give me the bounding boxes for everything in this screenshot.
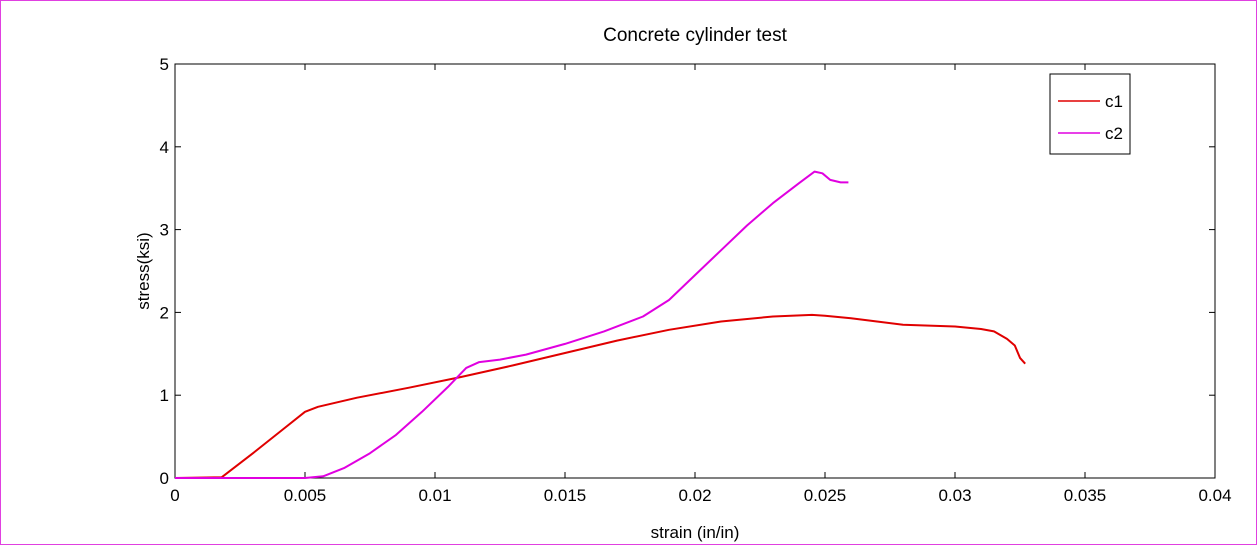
y-tick-label: 3 bbox=[160, 221, 169, 240]
axis-ticks: 0 0.005 0.01 0.015 0.02 0.025 0.03 0.035 0.04 0 1 2… bbox=[160, 55, 1232, 505]
y-tick-label: 4 bbox=[160, 138, 169, 157]
x-tick-label: 0.005 bbox=[284, 486, 327, 505]
x-tick-label: 0 bbox=[170, 486, 179, 505]
legend-label-c2: c2 bbox=[1105, 124, 1123, 143]
x-tick-label: 0.03 bbox=[938, 486, 971, 505]
x-axis-label: strain (in/in) bbox=[651, 523, 740, 542]
y-tick-label: 0 bbox=[160, 469, 169, 488]
series-line-c2 bbox=[175, 170, 849, 479]
chart-title: Concrete cylinder test bbox=[603, 25, 787, 46]
y-tick-label: 1 bbox=[160, 386, 169, 405]
series-line-c1 bbox=[174, 313, 1026, 479]
y-axis-label: stress(ksi) bbox=[134, 232, 153, 309]
y-tick-label: 2 bbox=[160, 303, 169, 322]
x-tick-label: 0.015 bbox=[544, 486, 587, 505]
legend-box bbox=[1049, 73, 1131, 155]
series-layer bbox=[174, 170, 1026, 479]
x-tick-label: 0.035 bbox=[1064, 486, 1107, 505]
x-tick-label: 0.025 bbox=[804, 486, 847, 505]
x-tick-label: 0.01 bbox=[418, 486, 451, 505]
x-tick-label: 0.04 bbox=[1198, 486, 1231, 505]
x-tick-label: 0.02 bbox=[678, 486, 711, 505]
legend-label-c1: c1 bbox=[1105, 92, 1123, 111]
legend: c1 c2 bbox=[1049, 73, 1131, 155]
y-tick-label: 5 bbox=[160, 55, 169, 74]
